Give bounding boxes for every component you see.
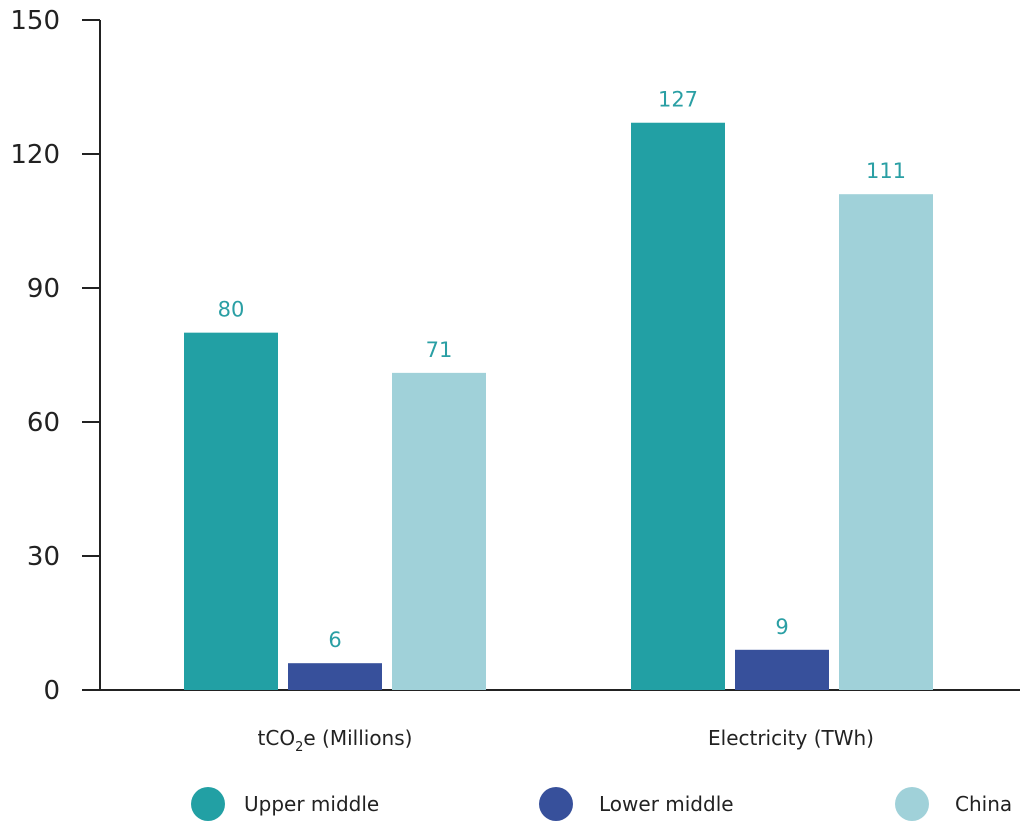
data-label: 127 [658, 88, 698, 112]
legend-item-upper-middle: Upper middle [191, 787, 379, 821]
legend-label: China [955, 792, 1012, 816]
data-label: 6 [328, 628, 341, 652]
legend-item-lower-middle: Lower middle [539, 787, 734, 821]
y-tick-label: 90 [27, 274, 60, 304]
data-label: 80 [218, 298, 245, 322]
data-label: 111 [866, 159, 906, 183]
y-tick-label: 0 [43, 676, 60, 706]
y-axis: 0 30 60 90 120 150 [10, 6, 101, 706]
bar-lower-middle-1 [735, 649, 829, 690]
legend-label: Upper middle [244, 792, 379, 816]
y-tick-label: 60 [27, 408, 60, 438]
legend-swatch [895, 787, 929, 821]
data-labels: 80 6 71 127 9 111 [218, 88, 906, 652]
bar-upper-middle-1 [631, 122, 725, 690]
bar-china-0 [392, 372, 486, 690]
legend: Upper middle Lower middle China [191, 787, 1012, 821]
legend-swatch [539, 787, 573, 821]
y-tick-label: 120 [10, 140, 60, 170]
legend-swatch [191, 787, 225, 821]
bar-lower-middle-0 [288, 663, 382, 690]
data-label: 9 [775, 615, 788, 639]
legend-item-china: China [895, 787, 1012, 821]
bar-upper-middle-0 [184, 332, 278, 690]
y-tick-label: 150 [10, 6, 60, 36]
category-label: Electricity (TWh) [708, 726, 874, 750]
y-tick-label: 30 [27, 542, 60, 572]
legend-label: Lower middle [599, 792, 734, 816]
category-label: tCO2e (Millions) [258, 726, 413, 755]
bars [184, 122, 933, 690]
category-labels: tCO2e (Millions) Electricity (TWh) [258, 726, 874, 755]
bar-china-1 [839, 194, 933, 690]
data-label: 71 [426, 338, 453, 362]
